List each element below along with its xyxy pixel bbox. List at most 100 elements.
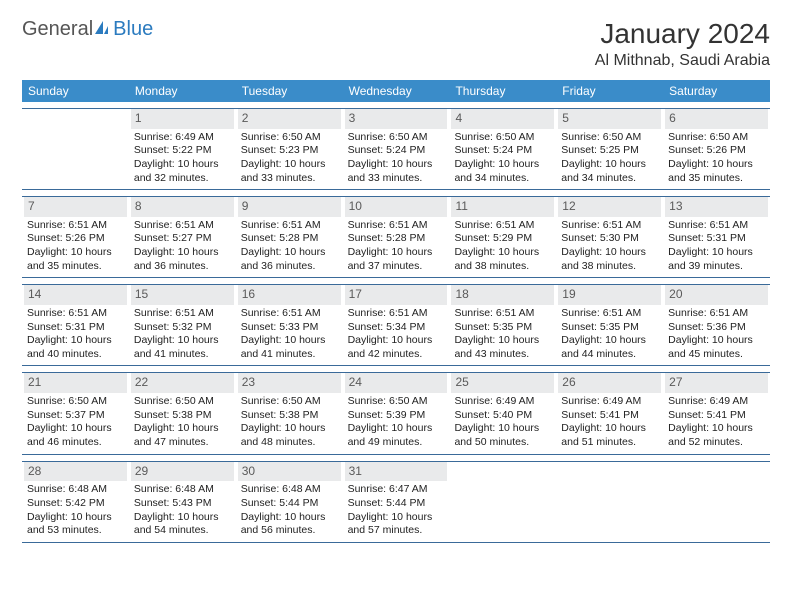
sunset-text: Sunset: 5:32 PM [134, 321, 231, 335]
sunset-text: Sunset: 5:34 PM [348, 321, 445, 335]
day-cell: 19Sunrise: 6:51 AMSunset: 5:35 PMDayligh… [556, 285, 663, 365]
day-cell: 22Sunrise: 6:50 AMSunset: 5:38 PMDayligh… [129, 373, 236, 453]
sunrise-text: Sunrise: 6:51 AM [134, 219, 231, 233]
day-cell: 24Sunrise: 6:50 AMSunset: 5:39 PMDayligh… [343, 373, 450, 453]
daylight-text: Daylight: 10 hours and 48 minutes. [241, 422, 338, 449]
day-number: 18 [451, 285, 554, 305]
day-cell: 11Sunrise: 6:51 AMSunset: 5:29 PMDayligh… [449, 197, 556, 277]
day-cell: 29Sunrise: 6:48 AMSunset: 5:43 PMDayligh… [129, 462, 236, 542]
day-cell: 13Sunrise: 6:51 AMSunset: 5:31 PMDayligh… [663, 197, 770, 277]
day-body: Sunrise: 6:51 AMSunset: 5:30 PMDaylight:… [558, 219, 661, 274]
day-cell: 30Sunrise: 6:48 AMSunset: 5:44 PMDayligh… [236, 462, 343, 542]
sunrise-text: Sunrise: 6:47 AM [348, 483, 445, 497]
day-body: Sunrise: 6:47 AMSunset: 5:44 PMDaylight:… [345, 483, 448, 538]
sunset-text: Sunset: 5:35 PM [454, 321, 551, 335]
day-body: Sunrise: 6:50 AMSunset: 5:25 PMDaylight:… [558, 131, 661, 186]
logo-text-general: General [22, 18, 93, 41]
daylight-text: Daylight: 10 hours and 52 minutes. [668, 422, 765, 449]
sunrise-text: Sunrise: 6:51 AM [454, 307, 551, 321]
sunrise-text: Sunrise: 6:48 AM [134, 483, 231, 497]
day-body: Sunrise: 6:50 AMSunset: 5:23 PMDaylight:… [238, 131, 341, 186]
daylight-text: Daylight: 10 hours and 50 minutes. [454, 422, 551, 449]
sunset-text: Sunset: 5:23 PM [241, 144, 338, 158]
day-cell: 9Sunrise: 6:51 AMSunset: 5:28 PMDaylight… [236, 197, 343, 277]
day-body: Sunrise: 6:51 AMSunset: 5:29 PMDaylight:… [451, 219, 554, 274]
title-block: January 2024 Al Mithnab, Saudi Arabia [595, 18, 770, 70]
day-cell: 28Sunrise: 6:48 AMSunset: 5:42 PMDayligh… [22, 462, 129, 542]
day-body: Sunrise: 6:50 AMSunset: 5:24 PMDaylight:… [451, 131, 554, 186]
weekday-header: Thursday [449, 80, 556, 102]
sunset-text: Sunset: 5:36 PM [668, 321, 765, 335]
daylight-text: Daylight: 10 hours and 56 minutes. [241, 511, 338, 538]
day-number: 10 [345, 197, 448, 217]
day-number: 4 [451, 109, 554, 129]
day-number: 27 [665, 373, 768, 393]
day-number: 2 [238, 109, 341, 129]
daylight-text: Daylight: 10 hours and 46 minutes. [27, 422, 124, 449]
daylight-text: Daylight: 10 hours and 34 minutes. [454, 158, 551, 185]
sunset-text: Sunset: 5:44 PM [348, 497, 445, 511]
day-number: 7 [24, 197, 127, 217]
day-number: 23 [238, 373, 341, 393]
logo-sail-icon [93, 19, 111, 37]
sunrise-text: Sunrise: 6:50 AM [134, 395, 231, 409]
sunset-text: Sunset: 5:38 PM [241, 409, 338, 423]
weekday-header: Monday [129, 80, 236, 102]
day-number: 25 [451, 373, 554, 393]
day-number: 22 [131, 373, 234, 393]
week-row: 14Sunrise: 6:51 AMSunset: 5:31 PMDayligh… [22, 284, 770, 366]
daylight-text: Daylight: 10 hours and 37 minutes. [348, 246, 445, 273]
daylight-text: Daylight: 10 hours and 44 minutes. [561, 334, 658, 361]
weekday-header: Tuesday [236, 80, 343, 102]
sunrise-text: Sunrise: 6:50 AM [348, 131, 445, 145]
daylight-text: Daylight: 10 hours and 39 minutes. [668, 246, 765, 273]
day-number: 5 [558, 109, 661, 129]
day-cell: 7Sunrise: 6:51 AMSunset: 5:26 PMDaylight… [22, 197, 129, 277]
day-cell: 3Sunrise: 6:50 AMSunset: 5:24 PMDaylight… [343, 109, 450, 189]
day-cell: 18 Sunrise: 6:51 AMSunset: 5:35 PMDayligh… [449, 285, 556, 365]
day-body: Sunrise: 6:48 AMSunset: 5:43 PMDaylight:… [131, 483, 234, 538]
day-number: 30 [238, 462, 341, 482]
sunset-text: Sunset: 5:41 PM [561, 409, 658, 423]
daylight-text: Daylight: 10 hours and 43 minutes. [454, 334, 551, 361]
sunset-text: Sunset: 5:33 PM [241, 321, 338, 335]
sunrise-text: Sunrise: 6:49 AM [454, 395, 551, 409]
day-body: Sunrise: 6:50 AMSunset: 5:39 PMDaylight:… [345, 395, 448, 450]
day-body: Sunrise: 6:50 AMSunset: 5:24 PMDaylight:… [345, 131, 448, 186]
sunrise-text: Sunrise: 6:51 AM [561, 219, 658, 233]
daylight-text: Daylight: 10 hours and 34 minutes. [561, 158, 658, 185]
daylight-text: Daylight: 10 hours and 42 minutes. [348, 334, 445, 361]
day-cell: . [22, 109, 129, 189]
calendar: SundayMondayTuesdayWednesdayThursdayFrid… [22, 80, 770, 543]
sunrise-text: Sunrise: 6:51 AM [348, 307, 445, 321]
sunset-text: Sunset: 5:28 PM [241, 232, 338, 246]
sunset-text: Sunset: 5:41 PM [668, 409, 765, 423]
day-cell: 23Sunrise: 6:50 AMSunset: 5:38 PMDayligh… [236, 373, 343, 453]
daylight-text: Daylight: 10 hours and 45 minutes. [668, 334, 765, 361]
sunrise-text: Sunrise: 6:51 AM [561, 307, 658, 321]
sunrise-text: Sunrise: 6:50 AM [561, 131, 658, 145]
sunrise-text: Sunrise: 6:51 AM [134, 307, 231, 321]
day-number: 1 [131, 109, 234, 129]
day-cell: 2Sunrise: 6:50 AMSunset: 5:23 PMDaylight… [236, 109, 343, 189]
sunset-text: Sunset: 5:44 PM [241, 497, 338, 511]
day-cell: 4Sunrise: 6:50 AMSunset: 5:24 PMDaylight… [449, 109, 556, 189]
daylight-text: Daylight: 10 hours and 32 minutes. [134, 158, 231, 185]
day-number: 20 [665, 285, 768, 305]
daylight-text: Daylight: 10 hours and 36 minutes. [241, 246, 338, 273]
day-number: 26 [558, 373, 661, 393]
day-number: 16 [238, 285, 341, 305]
day-number: 24 [345, 373, 448, 393]
daylight-text: Daylight: 10 hours and 33 minutes. [241, 158, 338, 185]
day-cell: . [449, 462, 556, 542]
sunrise-text: Sunrise: 6:49 AM [134, 131, 231, 145]
day-cell: 31Sunrise: 6:47 AMSunset: 5:44 PMDayligh… [343, 462, 450, 542]
day-cell: 27Sunrise: 6:49 AMSunset: 5:41 PMDayligh… [663, 373, 770, 453]
day-number: 29 [131, 462, 234, 482]
day-number: 14 [24, 285, 127, 305]
sunrise-text: Sunrise: 6:50 AM [241, 131, 338, 145]
day-body: Sunrise: 6:50 AMSunset: 5:38 PMDaylight:… [131, 395, 234, 450]
day-cell: 5Sunrise: 6:50 AMSunset: 5:25 PMDaylight… [556, 109, 663, 189]
sunset-text: Sunset: 5:42 PM [27, 497, 124, 511]
daylight-text: Daylight: 10 hours and 53 minutes. [27, 511, 124, 538]
